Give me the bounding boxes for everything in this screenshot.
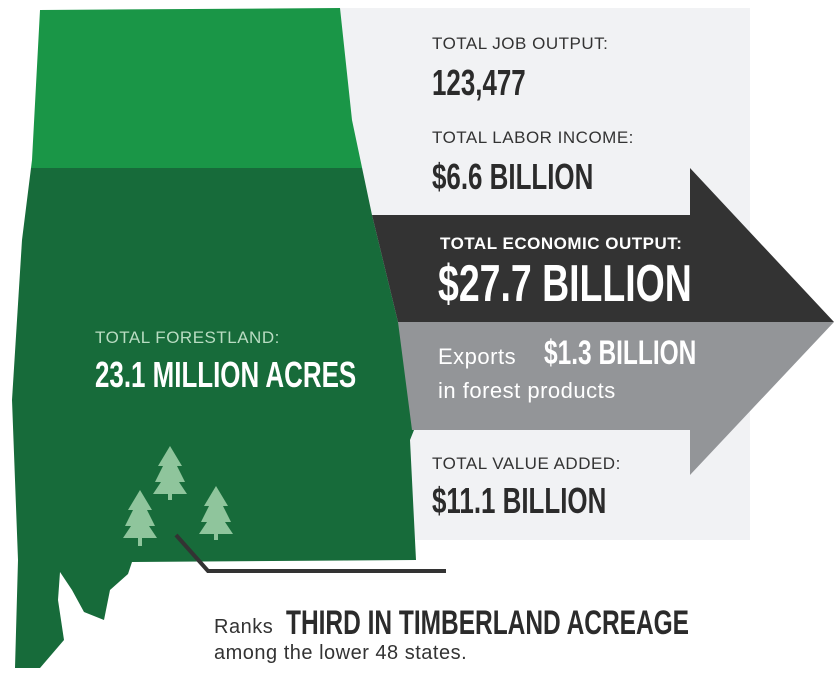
arrow-gray (398, 322, 834, 475)
label: Ranks (214, 616, 274, 638)
trees (123, 446, 233, 546)
value: 123,477 (432, 62, 526, 103)
arrow-dark (372, 168, 834, 322)
value: $27.7 BILLION (438, 255, 692, 313)
value: $11.1 BILLION (432, 480, 607, 521)
label: among the lower 48 states. (214, 642, 468, 664)
leader-line (174, 533, 446, 573)
label: TOTAL LABOR INCOME: (432, 128, 634, 147)
value: 23.1 MILLION ACRES (95, 354, 357, 395)
label: TOTAL FORESTLAND: (95, 328, 280, 347)
value: $6.6 BILLION (432, 156, 594, 197)
value: THIRD IN TIMBERLAND ACREAGE (286, 604, 690, 642)
value: $1.3 BILLION (544, 334, 697, 372)
label: TOTAL ECONOMIC OUTPUT: (440, 234, 683, 253)
label: Exports (438, 344, 517, 369)
label: TOTAL VALUE ADDED: (432, 454, 621, 473)
label: TOTAL JOB OUTPUT: (432, 34, 609, 53)
label: in forest products (438, 378, 616, 403)
